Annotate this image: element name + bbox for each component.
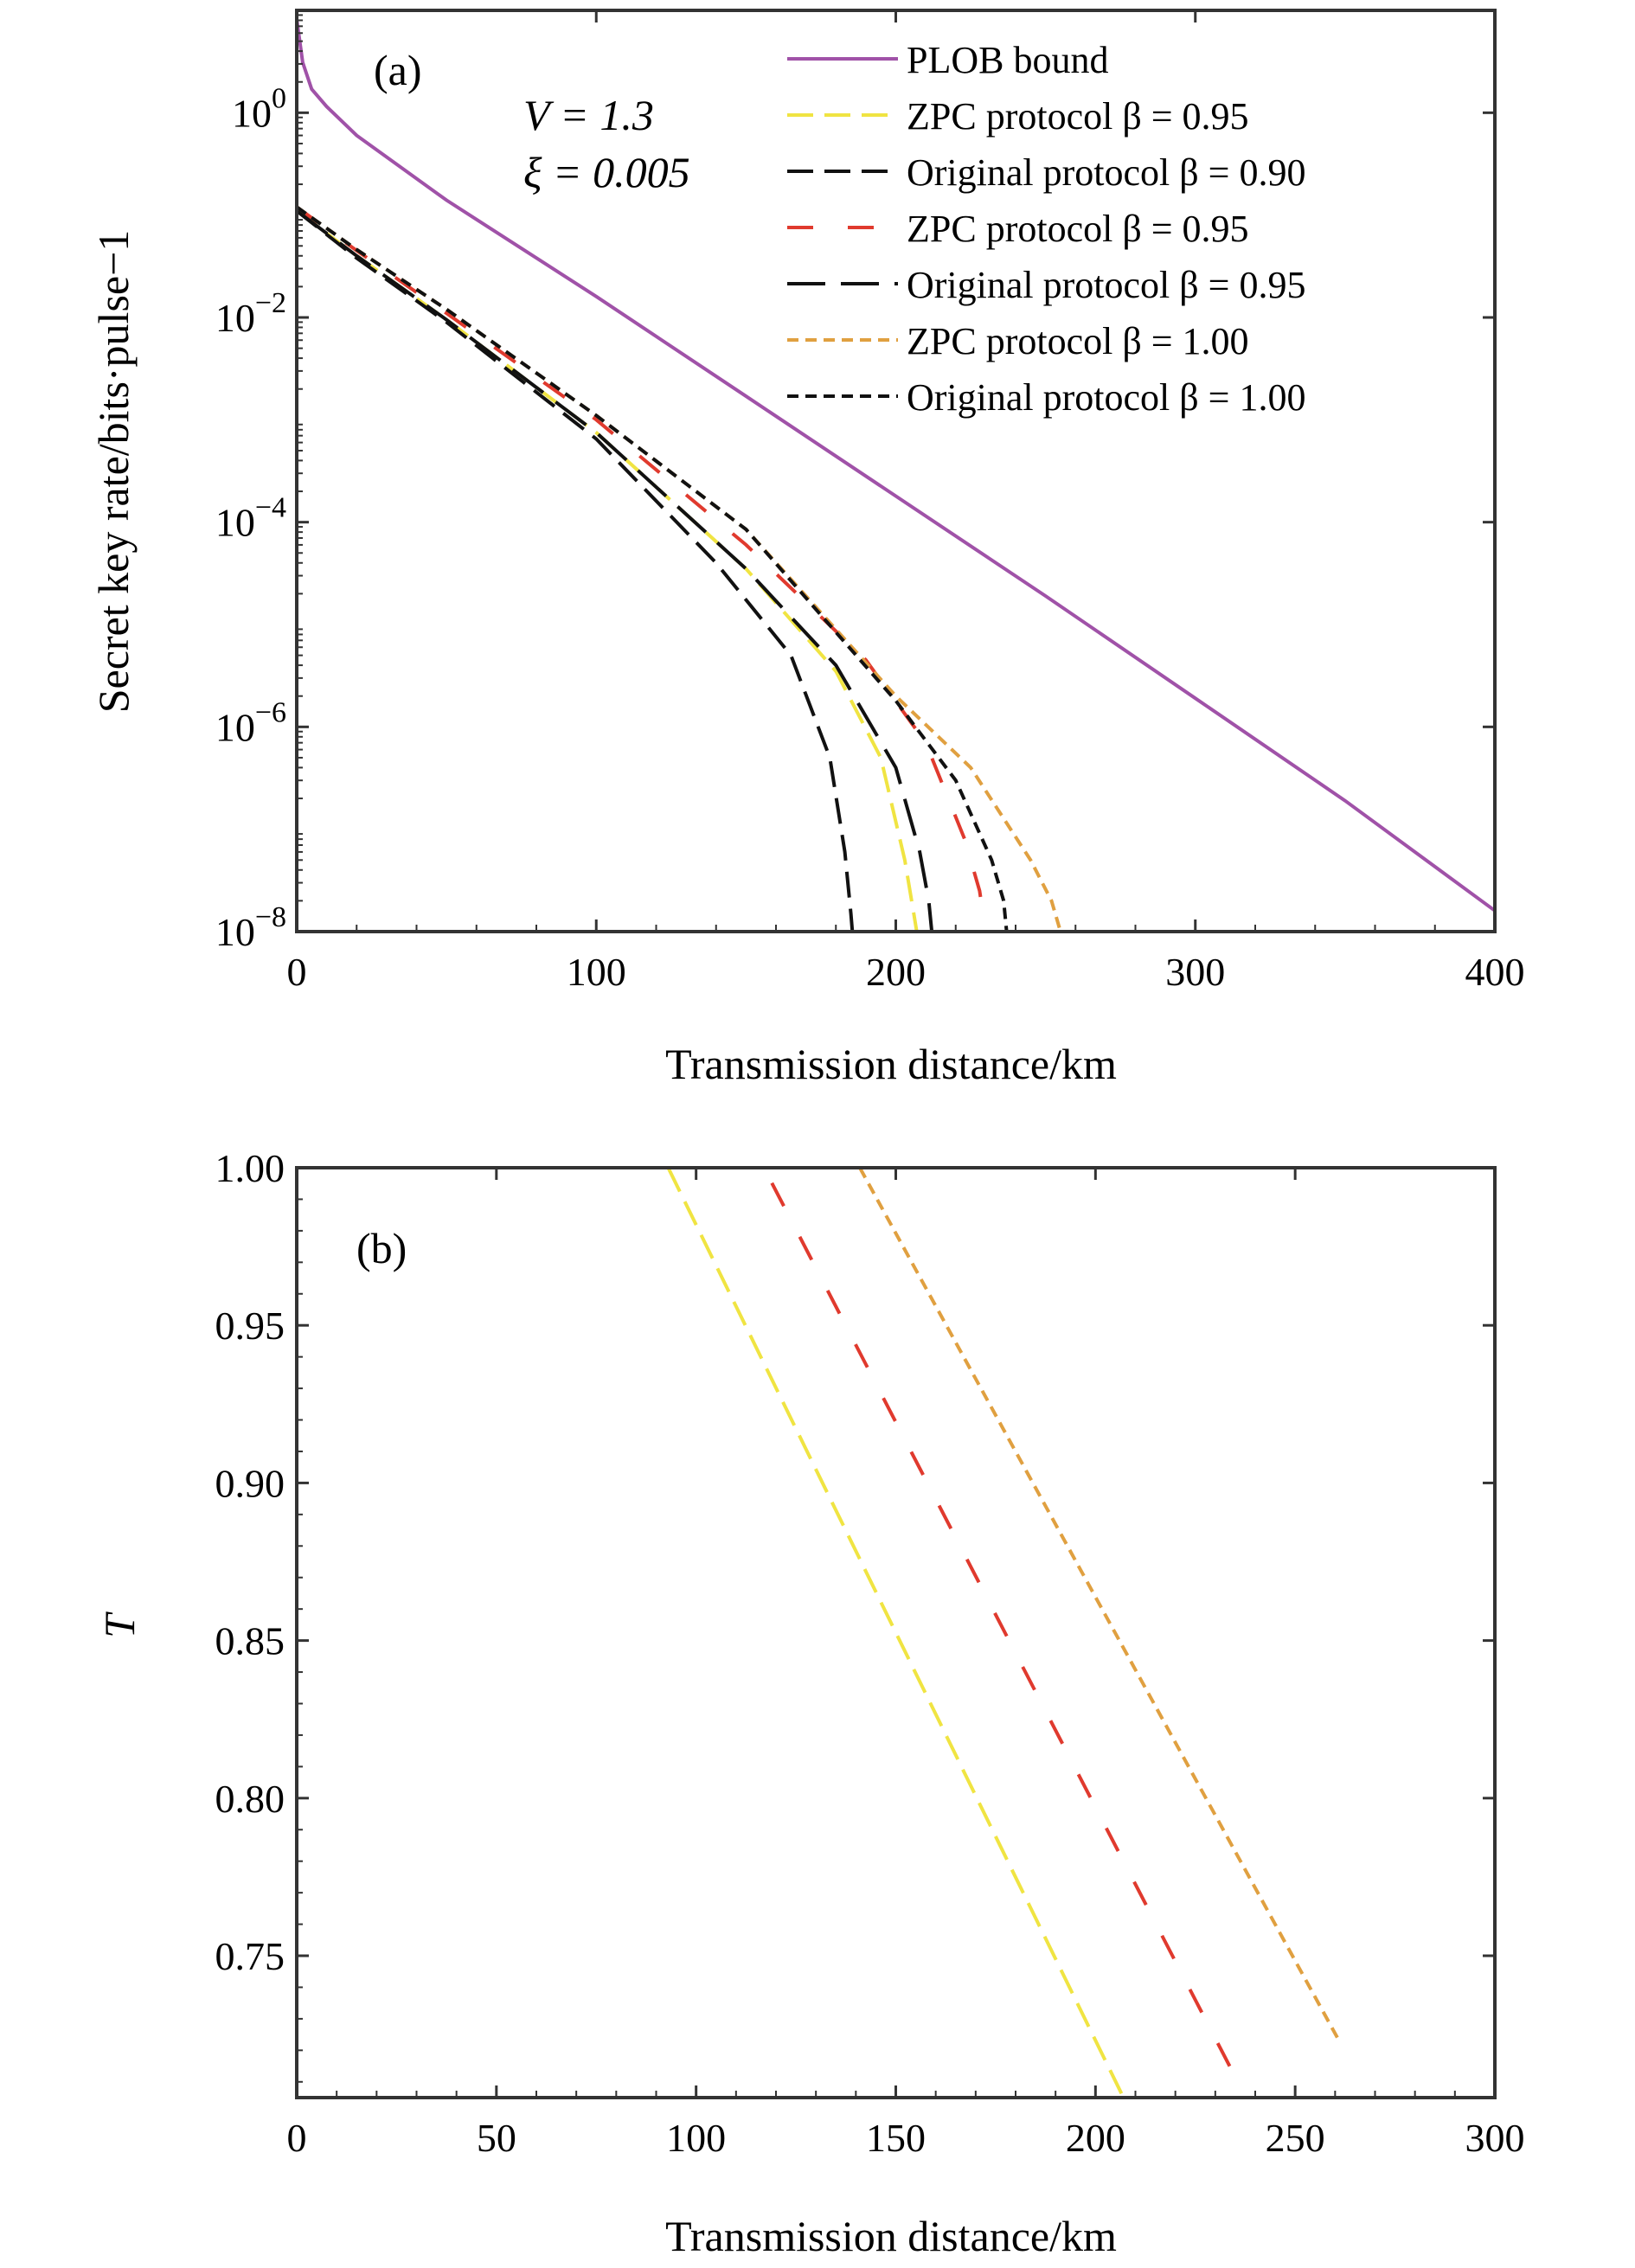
panel-b-y-tick-label: 0.80 [215, 1777, 285, 1821]
legend-label-5: Original protocol β = 0.95 [907, 264, 1305, 306]
panel-b-y-tick-label: 0.95 [215, 1304, 285, 1348]
panel-a-x-tick-label: 200 [866, 950, 926, 994]
panel-b-y-axis: 0.75 0.80 0.85 0.90 0.95 1.00 [215, 1146, 1495, 2083]
panel-a-y-axis: 10−8 10−6 10−4 10−2 100 [215, 14, 1495, 954]
panel-b-frame [295, 1166, 1497, 2099]
panel-b-x-tick-label: 300 [1465, 2116, 1525, 2160]
legend-label-2: ZPC protocol β = 0.95 [907, 95, 1249, 138]
panel-a-x-tick-label: 300 [1165, 950, 1225, 994]
legend-label-3: Original protocol β = 0.90 [907, 151, 1305, 194]
panel-a-y-tick-label: 10−6 [215, 696, 286, 749]
panel-b-x-axis: 0 50 100 150 200 250 300 [287, 1168, 1525, 2160]
panel-a-label: (a) [374, 46, 422, 94]
panel-a-series-line-3 [295, 209, 855, 932]
panel-b-label: (b) [356, 1224, 407, 1272]
panel-a: 0 100 200 300 400 10−8 10−6 10−4 10−2 100 (a) V … [89, 9, 1525, 1088]
annotation-xi: ξ = 0.005 [523, 148, 690, 196]
legend-label-6: ZPC protocol β = 1.00 [907, 320, 1249, 362]
panel-a-y-axis-title: Secret key rate/bits·pulse−1 [89, 230, 138, 714]
panel-a-y-tick-label: 10−2 [215, 287, 286, 340]
panel-b-x-axis-title: Transmission distance/km [665, 2212, 1117, 2260]
panel-b-y-tick-label: 1.00 [215, 1146, 285, 1190]
panel-b-x-tick-label: 250 [1266, 2116, 1325, 2160]
panel-b-y-tick-label: 0.75 [215, 1934, 285, 1978]
legend-label-4: ZPC protocol β = 0.95 [907, 208, 1249, 250]
legend-label-7: Original protocol β = 1.00 [907, 376, 1305, 419]
panel-a-legend: PLOB bound ZPC protocol β = 0.95 Original … [787, 39, 1305, 419]
panel-b-series-line-2 [297, 1166, 1234, 2071]
panel-b: 0 50 100 150 200 250 300 0.75 0.80 0.85 0.90 0.95 1… [95, 1146, 1525, 2260]
panel-a-y-tick-label: 10−8 [215, 901, 286, 954]
panel-a-x-axis: 0 100 200 300 400 [287, 10, 1525, 994]
panel-b-plot-area [297, 1166, 1341, 2098]
panel-a-series-line-1 [295, 18, 1497, 913]
panel-a-x-tick-label: 400 [1465, 950, 1525, 994]
panel-b-x-tick-label: 100 [666, 2116, 726, 2160]
panel-b-y-tick-label: 0.85 [215, 1619, 285, 1663]
panel-a-plot-area [295, 18, 1497, 932]
panel-a-series-line-6 [295, 205, 1062, 932]
panel-a-series-line-2 [295, 209, 919, 932]
panel-a-series-line-4 [295, 205, 988, 932]
panel-a-y-tick-label: 10−4 [215, 492, 286, 545]
panel-b-x-tick-label: 200 [1066, 2116, 1125, 2160]
annotation-v: V = 1.3 [523, 91, 654, 139]
panel-b-y-axis-title: T [95, 1611, 144, 1638]
panel-b-x-tick-label: 50 [477, 2116, 516, 2160]
panel-a-series-line-7 [295, 205, 1009, 932]
panel-a-frame [295, 9, 1497, 933]
legend-label-1: PLOB bound [907, 39, 1108, 81]
panel-a-x-tick-label: 0 [287, 950, 307, 994]
panel-a-y-tick-label: 100 [232, 82, 286, 135]
panel-b-series-line-3 [297, 1166, 1341, 2042]
panel-b-x-tick-label: 150 [866, 2116, 926, 2160]
panel-a-series-line-5 [295, 209, 934, 932]
panel-a-x-axis-title: Transmission distance/km [665, 1040, 1117, 1088]
panel-b-x-tick-label: 0 [287, 2116, 307, 2160]
panel-b-y-tick-label: 0.90 [215, 1461, 285, 1505]
panel-a-x-tick-label: 100 [567, 950, 626, 994]
panel-b-series-line-1 [297, 1166, 1125, 2098]
